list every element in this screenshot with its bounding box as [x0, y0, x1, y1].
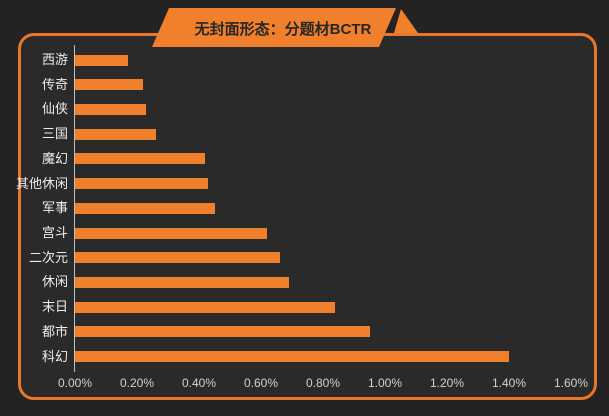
bar-12: [75, 326, 370, 337]
category-label-13: 科幻: [41, 349, 68, 364]
chart-panel: [18, 33, 597, 400]
banner-slash-triangle: [394, 9, 418, 33]
category-label-10: 休闲: [41, 274, 68, 289]
y-axis-line: [74, 45, 75, 372]
x-tick-label-9: 1.60%: [553, 376, 589, 390]
category-label-8: 宫斗: [41, 225, 68, 240]
x-tick-label-5: 0.80%: [305, 376, 341, 390]
bar-3: [75, 104, 146, 115]
x-tick-label-7: 1.20%: [429, 376, 465, 390]
chart-title: 无封面形态：分题材BCTR: [194, 20, 372, 38]
category-label-12: 都市: [41, 324, 68, 339]
banner-parallelogram: [152, 8, 396, 47]
x-tick-label-3: 0.40%: [181, 376, 217, 390]
category-label-4: 三国: [41, 126, 68, 141]
category-label-11: 末日: [41, 299, 68, 314]
bar-5: [75, 153, 205, 164]
bar-7: [75, 203, 215, 214]
bar-2: [75, 79, 143, 90]
bar-13: [75, 351, 509, 362]
category-label-2: 传奇: [41, 77, 68, 92]
x-tick-label-4: 0.60%: [243, 376, 279, 390]
bar-4: [75, 129, 156, 140]
category-label-7: 军事: [41, 200, 68, 215]
bar-9: [75, 252, 280, 263]
bar-6: [75, 178, 208, 189]
title-banner: 无封面形态：分题材BCTR: [152, 8, 418, 47]
category-label-1: 西游: [41, 52, 68, 67]
bar-10: [75, 277, 289, 288]
bar-11: [75, 302, 335, 313]
bar-1: [75, 55, 128, 66]
category-label-3: 仙侠: [41, 101, 68, 116]
x-tick-label-8: 1.40%: [491, 376, 527, 390]
x-tick-label-2: 0.20%: [119, 376, 155, 390]
category-label-6: 其他休闲: [15, 176, 68, 191]
category-label-9: 二次元: [28, 250, 68, 265]
category-label-5: 魔幻: [41, 151, 68, 166]
bar-8: [75, 228, 267, 239]
x-tick-label-6: 1.00%: [367, 376, 403, 390]
x-tick-label-1: 0.00%: [57, 376, 93, 390]
